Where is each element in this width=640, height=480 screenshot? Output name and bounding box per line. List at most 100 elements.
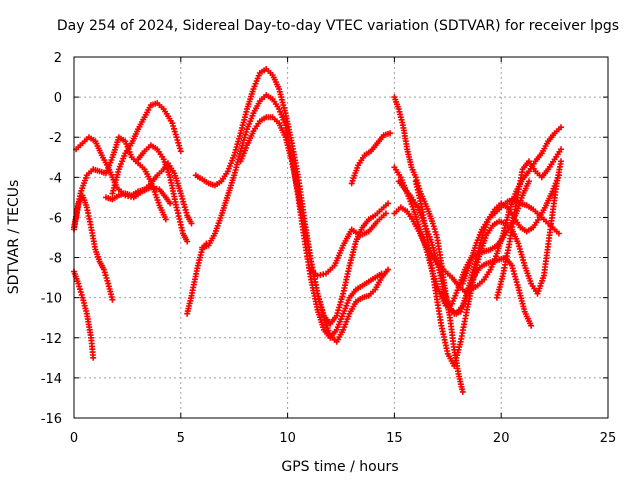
data-point xyxy=(169,120,183,152)
data-point xyxy=(521,262,534,284)
data-point xyxy=(449,287,461,307)
data-point xyxy=(470,267,482,281)
data-point xyxy=(481,247,492,255)
data-point xyxy=(402,186,413,199)
data-point xyxy=(199,243,210,251)
series-arc-03 xyxy=(71,268,97,361)
data-point xyxy=(103,194,114,202)
data-point xyxy=(545,132,556,145)
y-axis-ticks: -16 -14 -12 -10 -8 -6 -4 -2 0 2 xyxy=(41,51,608,427)
y-tick-label: 2 xyxy=(54,51,62,66)
data-point xyxy=(502,220,513,231)
data-point xyxy=(365,213,376,223)
y-tick-label: -12 xyxy=(41,332,62,347)
data-point xyxy=(540,229,553,279)
data-point xyxy=(521,308,533,327)
data-point xyxy=(346,301,358,317)
data-point xyxy=(365,288,376,299)
data-point xyxy=(218,170,230,185)
data-point xyxy=(365,275,376,285)
x-tick-label: 25 xyxy=(600,431,617,446)
data-point xyxy=(147,184,160,192)
data-point xyxy=(519,160,531,173)
series-arc-18 xyxy=(412,158,564,369)
data-point xyxy=(333,313,346,333)
data-point xyxy=(165,160,176,174)
x-tick-label: 10 xyxy=(279,431,296,446)
data-point xyxy=(282,110,295,144)
data-point xyxy=(333,293,346,319)
data-point xyxy=(333,329,345,345)
data-point xyxy=(491,206,503,217)
data-point xyxy=(543,218,554,229)
data-point xyxy=(438,322,451,354)
data-point xyxy=(438,290,450,305)
data-point xyxy=(528,322,535,329)
data-point xyxy=(374,212,387,225)
data-point xyxy=(141,144,152,155)
data-point xyxy=(154,168,165,179)
data-point xyxy=(327,332,338,343)
data-point xyxy=(218,194,230,219)
data-point xyxy=(88,334,96,358)
data-point xyxy=(483,259,494,267)
data-point xyxy=(340,228,354,249)
data-point xyxy=(395,106,406,126)
data-point xyxy=(79,136,90,147)
data-point xyxy=(427,236,440,262)
data-point xyxy=(77,174,89,197)
data-marks xyxy=(71,66,564,395)
data-point xyxy=(391,206,402,217)
data-point xyxy=(385,266,391,273)
data-point xyxy=(105,280,115,300)
data-point xyxy=(141,166,153,182)
x-tick-label: 15 xyxy=(386,431,403,446)
data-point xyxy=(515,284,527,312)
data-point xyxy=(340,297,352,317)
data-point xyxy=(496,255,507,263)
x-tick-label: 5 xyxy=(177,431,185,446)
data-point xyxy=(442,268,453,279)
data-point xyxy=(545,158,556,173)
data-point xyxy=(90,166,101,174)
data-point xyxy=(387,130,394,137)
series-arc-21 xyxy=(493,146,564,301)
data-point xyxy=(141,182,152,193)
data-point xyxy=(250,120,262,135)
data-point xyxy=(446,314,457,350)
data-point xyxy=(250,100,262,117)
data-point xyxy=(526,178,532,185)
data-point xyxy=(212,215,224,237)
data-point xyxy=(526,158,537,172)
data-point xyxy=(519,180,531,199)
data-point xyxy=(534,275,546,297)
data-point xyxy=(156,186,168,199)
data-point xyxy=(391,94,401,110)
data-point xyxy=(451,309,462,317)
data-point xyxy=(367,142,379,155)
y-tick-label: -8 xyxy=(49,252,62,267)
data-point xyxy=(141,104,153,121)
data-point xyxy=(147,174,159,187)
y-tick-label: 0 xyxy=(54,91,62,106)
data-point xyxy=(464,277,476,299)
data-point xyxy=(395,178,407,191)
data-point xyxy=(98,152,110,168)
data-point xyxy=(355,154,366,169)
data-point xyxy=(340,265,352,297)
data-point xyxy=(361,149,372,159)
data-point xyxy=(500,241,513,277)
data-point xyxy=(538,168,550,181)
data-point xyxy=(385,200,391,207)
data-point xyxy=(483,225,495,239)
data-point xyxy=(269,96,281,110)
data-point xyxy=(538,140,550,157)
data-point xyxy=(498,200,509,211)
data-point xyxy=(177,148,184,155)
data-point xyxy=(340,313,352,333)
data-point xyxy=(256,67,268,76)
data-point xyxy=(224,154,237,175)
series-arc-09 xyxy=(192,66,391,327)
data-point xyxy=(128,128,140,147)
